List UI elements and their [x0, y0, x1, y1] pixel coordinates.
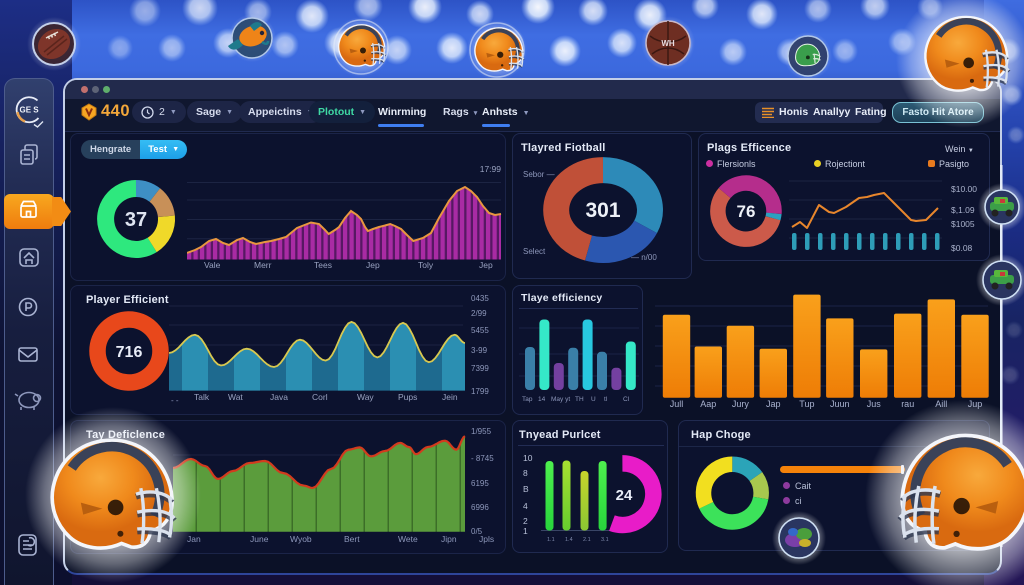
svg-text:Way: Way: [357, 392, 374, 402]
svg-text:Toly: Toly: [418, 260, 434, 270]
svg-text:Aill: Aill: [935, 399, 947, 409]
svg-text:Jury: Jury: [732, 399, 750, 409]
svg-text:Talk: Talk: [194, 392, 210, 402]
svg-text:716: 716: [116, 344, 143, 361]
svg-text:Corl: Corl: [312, 392, 328, 402]
svg-text:1.1: 1.1: [547, 537, 555, 543]
svg-text:2.1: 2.1: [583, 537, 591, 543]
svg-text:1.4: 1.4: [565, 537, 573, 543]
svg-text:24: 24: [616, 487, 633, 504]
svg-text:Jep: Jep: [479, 260, 493, 270]
svg-text:Aap: Aap: [700, 399, 716, 409]
svg-text:Wat: Wat: [228, 392, 243, 402]
svg-text:Tup: Tup: [799, 399, 814, 409]
svg-text:3.1: 3.1: [601, 537, 609, 543]
svg-text:Jein: Jein: [442, 392, 458, 402]
svg-text:Jull: Jull: [670, 399, 684, 409]
svg-text:301: 301: [585, 199, 620, 222]
svg-text:37: 37: [125, 209, 147, 231]
svg-text:Jap: Jap: [766, 399, 781, 409]
svg-text:Merr: Merr: [254, 260, 272, 270]
svg-text:Juun: Juun: [830, 399, 850, 409]
svg-text:Tees: Tees: [314, 260, 332, 270]
svg-text:- -: - -: [171, 396, 179, 405]
svg-text:Pups: Pups: [398, 392, 417, 402]
svg-text:Java: Java: [270, 392, 288, 402]
svg-text:17:99: 17:99: [480, 164, 502, 174]
svg-text:76: 76: [737, 202, 756, 221]
svg-text:Vale: Vale: [204, 260, 221, 270]
svg-text:Jep: Jep: [366, 260, 380, 270]
svg-text:Jus: Jus: [867, 399, 882, 409]
svg-text:rau: rau: [901, 399, 914, 409]
svg-text:Jup: Jup: [968, 399, 983, 409]
svg-text:GE S: GE S: [20, 106, 40, 115]
